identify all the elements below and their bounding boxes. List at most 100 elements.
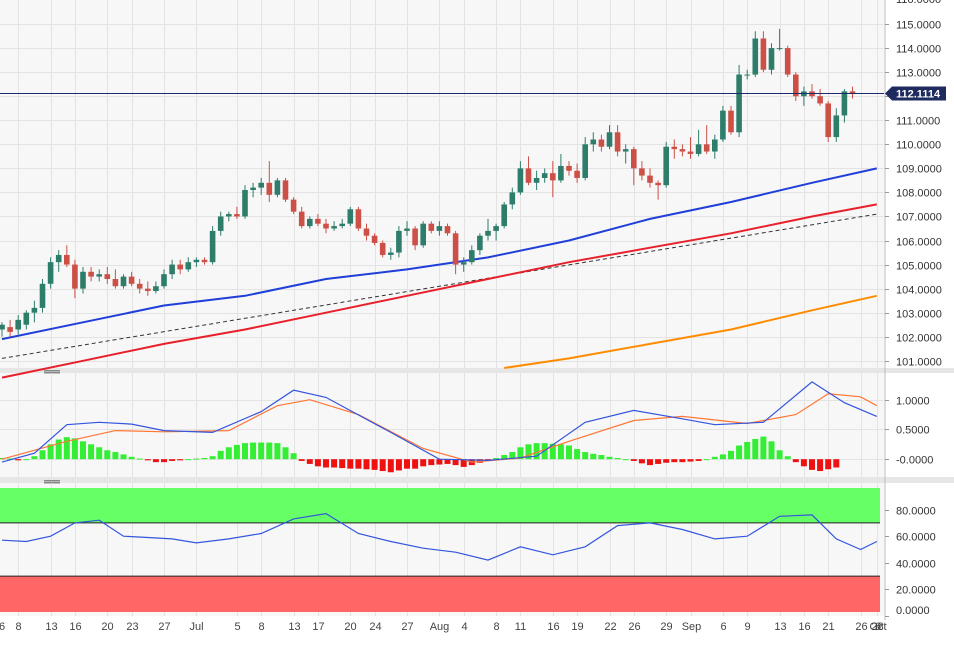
x-tick-label: 20 [344, 621, 356, 633]
x-tick-label: 22 [604, 621, 616, 633]
macd-histogram-bar [112, 452, 119, 460]
macd-histogram-bar [501, 455, 508, 460]
candle-body [428, 223, 435, 231]
candle-body [307, 218, 313, 227]
candle-body [655, 182, 661, 186]
candle-body [566, 165, 572, 171]
x-tick-label: 13 [45, 621, 57, 633]
y-tick-label: 115.0000 [896, 20, 941, 32]
macd-histogram-bar [395, 459, 402, 471]
macd-histogram-bar [23, 459, 30, 461]
rsi-overbought-zone [0, 488, 880, 523]
x-tick-label: 27 [401, 621, 413, 633]
y-tick-label: 0.0000 [896, 605, 930, 617]
macd-histogram-bar [509, 452, 516, 460]
macd-line [1, 381, 878, 463]
candle-body [517, 168, 524, 193]
candle-body [347, 209, 354, 224]
candle-body [460, 262, 467, 265]
candle-body [298, 211, 305, 227]
trend-line [1, 213, 877, 359]
macd-signal-line [1, 393, 878, 463]
macd-histogram-bar [290, 453, 297, 460]
candle-body [209, 230, 216, 263]
y-tick-label: 0.5000 [896, 425, 930, 437]
macd-histogram-bar [104, 450, 111, 460]
candle-body [647, 175, 653, 183]
macd-histogram-bar [152, 459, 159, 463]
macd-histogram-bar [752, 438, 759, 460]
x-tick-label: 17 [312, 621, 324, 633]
x-tick-label: 8 [258, 621, 264, 633]
candle-body [639, 168, 645, 176]
candle-body [493, 226, 499, 231]
macd-histogram-bar [331, 459, 338, 468]
macd-histogram-bar [436, 459, 443, 465]
macd-histogram-bar [193, 458, 200, 460]
macd-histogram-bar [517, 447, 524, 460]
candle-body [744, 74, 750, 76]
x-tick-label: 24 [369, 621, 381, 633]
candle-body [776, 48, 783, 50]
macd-histogram-bar [679, 459, 686, 463]
macd-histogram-bar [687, 459, 694, 462]
macd-histogram-bar [444, 459, 451, 464]
macd-histogram-bar [209, 456, 216, 460]
candle-body [558, 165, 564, 181]
x-tick-label: 21 [822, 621, 834, 633]
candle-body [355, 209, 362, 229]
candle-body [728, 110, 734, 133]
x-tick-label: 23 [126, 621, 138, 633]
panel-separator [0, 368, 954, 373]
macd-histogram-bar [136, 458, 143, 460]
candle-body [388, 252, 394, 255]
candle-body [145, 288, 151, 292]
y-tick-label: 109.0000 [896, 164, 942, 176]
macd-histogram-bar [177, 459, 184, 461]
candle-body [404, 228, 410, 231]
macd-histogram-bar [15, 459, 22, 461]
x-tick-label: Oct [869, 621, 886, 633]
last-price-label: 112.1114 [896, 89, 941, 101]
panel-resize-handle [44, 482, 60, 484]
candle-body [574, 170, 580, 178]
y-tick-label: 106.0000 [896, 237, 942, 249]
candle-body [55, 254, 62, 263]
macd-histogram-bar [533, 443, 540, 460]
macd-histogram-bar [306, 459, 313, 464]
candle-body [590, 139, 597, 145]
macd-histogram-bar [728, 450, 734, 460]
y-tick-label: 114.0000 [896, 44, 941, 56]
candle-body [720, 110, 726, 140]
macd-histogram-bar [31, 456, 38, 460]
panel-separator [0, 477, 954, 483]
candle-body [671, 146, 678, 150]
macd-histogram-bar [525, 444, 532, 460]
candle-body [153, 286, 159, 292]
candle-body [250, 187, 256, 191]
candle-body [226, 214, 232, 217]
macd-histogram-bar [282, 447, 289, 460]
macd-histogram-bar [387, 459, 394, 473]
candle-body [136, 283, 143, 289]
candle-body [266, 182, 273, 195]
macd-histogram-bar [630, 459, 637, 461]
macd-histogram-bar [274, 443, 281, 460]
candle-body [533, 177, 540, 183]
candle-body [363, 228, 370, 236]
x-tick-label: 8 [493, 621, 499, 633]
macd-histogram-bar [128, 456, 135, 460]
candle-body [96, 274, 102, 277]
macd-histogram-bar [347, 459, 354, 469]
candle-body [120, 276, 127, 287]
candle-body [47, 262, 54, 284]
candle-body [679, 149, 686, 152]
macd-histogram-bar [557, 444, 564, 460]
candle-body [631, 149, 637, 169]
candle-body [7, 327, 13, 332]
last-price-tag [885, 86, 946, 101]
macd-histogram-bar [96, 447, 103, 460]
candle-body [841, 91, 848, 116]
